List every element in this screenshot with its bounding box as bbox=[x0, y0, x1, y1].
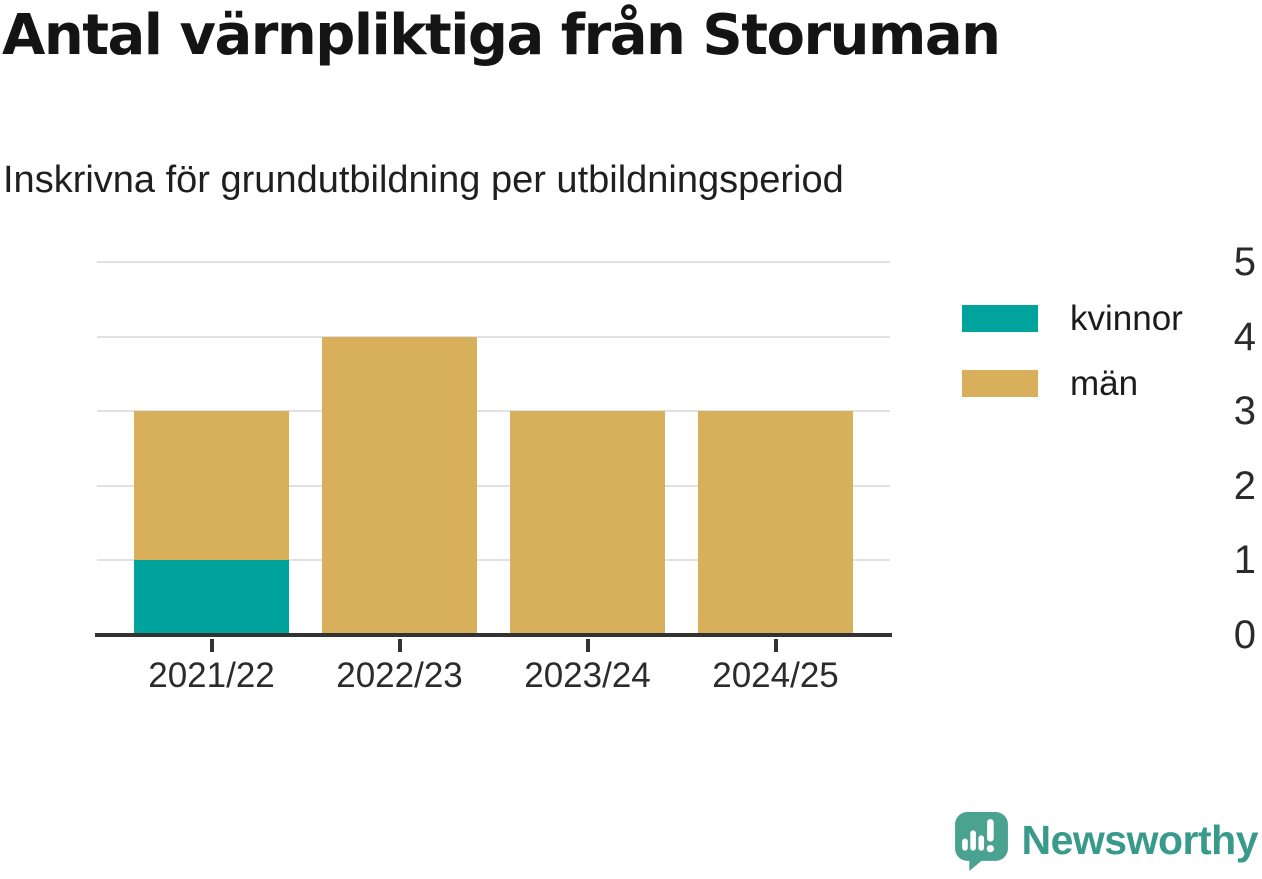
legend-item-kvinnor: kvinnor bbox=[962, 301, 1183, 336]
gridline-y-5 bbox=[97, 261, 890, 263]
newsworthy-logo-icon bbox=[954, 812, 1008, 871]
bar-segment-män bbox=[510, 411, 665, 635]
x-axis-tick bbox=[209, 639, 214, 652]
bar-2021/22 bbox=[134, 262, 289, 652]
bar-2024/25 bbox=[698, 262, 853, 652]
newsworthy-wordmark: Newsworthy bbox=[1021, 817, 1259, 863]
plot-area bbox=[97, 262, 890, 652]
legend-label: män bbox=[1070, 364, 1139, 403]
chart-subtitle: Inskrivna för grundutbildning per utbild… bbox=[3, 159, 844, 201]
gridline-y-1 bbox=[97, 559, 890, 562]
bar-2023/24 bbox=[510, 262, 665, 652]
newsworthy-logo: Newsworthy bbox=[953, 810, 1259, 871]
y-axis-tick-label: 2 bbox=[1233, 463, 1256, 508]
chart-title: Antal värnpliktiga från Storuman bbox=[2, 3, 1001, 68]
y-axis-tick-label: 4 bbox=[1233, 314, 1256, 359]
legend-swatch bbox=[962, 305, 1038, 332]
bar-segment-män bbox=[134, 411, 289, 561]
x-axis-category-label: 2022/23 bbox=[336, 656, 463, 695]
legend-label: kvinnor bbox=[1070, 299, 1183, 338]
legend: kvinnor män bbox=[962, 301, 1183, 401]
gridline-y-3 bbox=[97, 410, 890, 413]
y-axis-tick-label: 0 bbox=[1233, 613, 1256, 657]
x-axis-tick bbox=[585, 639, 590, 652]
x-axis-tick bbox=[773, 639, 778, 652]
bar-segment-kvinnor bbox=[134, 560, 289, 635]
y-axis-tick-label: 5 bbox=[1233, 240, 1256, 284]
y-axis-tick-label: 3 bbox=[1233, 389, 1256, 434]
bar-2022/23 bbox=[322, 262, 477, 652]
x-axis-category-label: 2023/24 bbox=[524, 656, 651, 695]
legend-swatch bbox=[962, 370, 1038, 397]
x-axis-category-label: 2024/25 bbox=[712, 656, 839, 695]
bar-segment-män bbox=[322, 336, 477, 635]
gridline-y-2 bbox=[97, 484, 890, 487]
x-axis-category-label: 2021/22 bbox=[148, 656, 275, 695]
x-axis-line bbox=[95, 633, 892, 637]
y-axis-tick-label: 1 bbox=[1233, 538, 1256, 583]
gridline-y-4 bbox=[97, 335, 890, 338]
legend-item-män: män bbox=[962, 366, 1183, 401]
x-axis-labels: 2021/22 2022/23 2023/24 2024/25 bbox=[97, 656, 890, 696]
x-axis-tick bbox=[397, 639, 402, 652]
bar-segment-män bbox=[698, 411, 853, 635]
